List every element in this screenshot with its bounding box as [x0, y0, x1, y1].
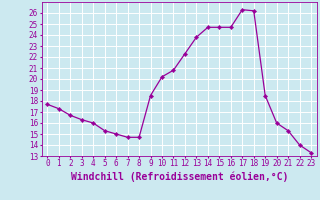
X-axis label: Windchill (Refroidissement éolien,°C): Windchill (Refroidissement éolien,°C) — [70, 171, 288, 182]
